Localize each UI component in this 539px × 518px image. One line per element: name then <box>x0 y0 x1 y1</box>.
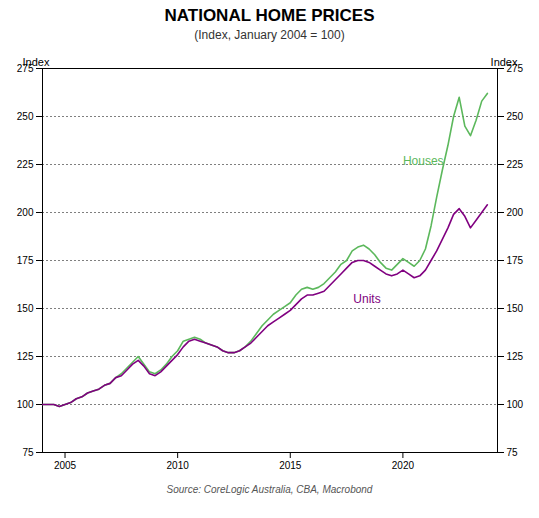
svg-text:125: 125 <box>507 351 524 362</box>
svg-text:2020: 2020 <box>392 460 415 471</box>
svg-text:125: 125 <box>17 351 34 362</box>
svg-text:75: 75 <box>22 447 34 458</box>
svg-text:225: 225 <box>17 159 34 170</box>
svg-text:150: 150 <box>507 303 524 314</box>
svg-text:225: 225 <box>507 159 524 170</box>
svg-text:150: 150 <box>17 303 34 314</box>
svg-text:100: 100 <box>507 399 524 410</box>
svg-text:Units: Units <box>353 292 380 306</box>
svg-text:200: 200 <box>507 207 524 218</box>
svg-text:250: 250 <box>17 111 34 122</box>
svg-text:Index: Index <box>23 56 50 68</box>
html-text:NATIONAL HOME PRICES: NATIONAL HOME PRICES <box>164 6 375 25</box>
svg-text:Index: Index <box>491 56 518 68</box>
svg-text:200: 200 <box>17 207 34 218</box>
svg-text:2005: 2005 <box>54 460 77 471</box>
svg-text:Houses: Houses <box>403 154 444 168</box>
svg-text:175: 175 <box>507 255 524 266</box>
svg-text:100: 100 <box>17 399 34 410</box>
svg-text:250: 250 <box>507 111 524 122</box>
svg-text:175: 175 <box>17 255 34 266</box>
html-text:Source: CoreLogic Australia, C: Source: CoreLogic Australia, CBA, Macrob… <box>166 484 373 495</box>
svg-text:2010: 2010 <box>167 460 190 471</box>
svg-text:2015: 2015 <box>279 460 302 471</box>
html-text:(Index, January 2004 = 100): (Index, January 2004 = 100) <box>194 28 345 42</box>
svg-text:75: 75 <box>507 447 519 458</box>
